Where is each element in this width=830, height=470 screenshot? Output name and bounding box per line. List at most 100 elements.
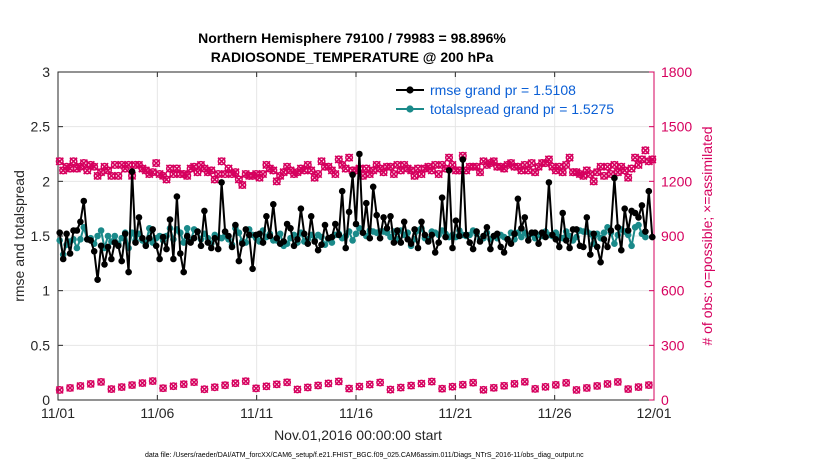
obs-low-possible-point — [221, 381, 230, 390]
obs-low-possible-point — [55, 386, 64, 394]
rmse-data-point — [321, 221, 329, 229]
obs-low-possible-point — [489, 383, 498, 392]
rmse-data-point — [438, 194, 446, 201]
y-right-tick-label: 1800 — [661, 64, 692, 80]
obs-low-possible-point — [148, 377, 157, 385]
rmse-data-point — [407, 240, 415, 247]
obs-low-assimilated-point — [448, 382, 457, 391]
obs-possible-point — [627, 164, 636, 173]
rmse-data-point — [449, 244, 456, 252]
obs-assimilated-point — [331, 169, 340, 179]
obs-low-assimilated-point — [417, 379, 426, 388]
y-tick-label: 0 — [42, 392, 50, 408]
rmse-data-point — [542, 233, 549, 241]
y-right-tick-label: 900 — [661, 228, 685, 244]
obs-possible-point — [417, 169, 426, 179]
obs-low-assimilated-point — [376, 378, 385, 387]
obs-possible-point — [90, 162, 99, 171]
obs-low-possible-point — [582, 384, 591, 392]
obs-low-possible-point — [510, 379, 519, 388]
obs-assimilated-point — [630, 153, 640, 162]
rmse-data-point — [66, 250, 74, 257]
obs-possible-point — [641, 146, 650, 155]
totalspread-data-point — [94, 232, 101, 240]
obs-possible-point — [489, 157, 498, 166]
obs-assimilated-point — [193, 168, 202, 177]
rmse-data-point — [142, 242, 150, 250]
rmse-data-point — [356, 150, 363, 158]
obs-low-possible-point — [345, 384, 354, 393]
obs-low-possible-point — [438, 384, 447, 393]
obs-low-assimilated-point — [386, 385, 395, 394]
obs-assimilated-point — [561, 160, 571, 170]
obs-possible-point — [334, 155, 343, 164]
obs-assimilated-point — [589, 177, 598, 186]
obs-low-possible-point — [262, 382, 271, 391]
obs-low-possible-point — [541, 382, 550, 391]
rmse-data-point — [580, 243, 587, 251]
axes-ticks: 11/01 11/06 11/11 11/16 11/21 11/26 12/0100.51… — [31, 64, 693, 421]
rmse-data-point — [187, 239, 194, 246]
obs-low-possible-point — [551, 380, 560, 389]
totalspread-data-point — [180, 239, 187, 246]
obs-low-possible-point — [479, 385, 488, 394]
obs-assimilated-point — [648, 155, 657, 164]
rmse-data-point — [132, 239, 139, 246]
obs-possible-point — [379, 168, 388, 177]
rmse-data-point — [115, 242, 122, 250]
rmse-data-point — [225, 232, 232, 240]
x-tick-label: 11/21 — [438, 405, 472, 421]
rmse-data-point — [573, 226, 580, 233]
obs-possible-point — [103, 166, 113, 175]
rmse-data-point — [376, 234, 384, 242]
obs-low-assimilated-point — [365, 380, 374, 389]
obs-low-possible-point — [272, 380, 281, 389]
obs-low-assimilated-point — [500, 381, 509, 390]
rmse-data-point — [366, 234, 374, 242]
obs-possible-point — [258, 169, 268, 179]
obs-low-possible-point — [314, 381, 323, 390]
obs-possible-point — [272, 177, 281, 186]
obs-possible-point — [231, 168, 240, 177]
rmse-data-point — [514, 195, 522, 203]
rmse-data-point — [159, 233, 167, 241]
rmse-data-point — [204, 239, 212, 246]
obs-assimilated-point — [475, 168, 485, 177]
rmse-data-point — [387, 213, 394, 220]
rmse-data-point — [104, 243, 112, 251]
rmse-data-point — [259, 239, 267, 246]
rmse-data-point — [256, 230, 263, 238]
obs-possible-point — [558, 168, 567, 177]
rmse-data-point — [611, 174, 618, 182]
obs-assimilated-point — [610, 160, 619, 170]
obs-possible-point — [303, 160, 312, 169]
rmse-data-point — [80, 197, 88, 205]
rmse-data-point — [228, 243, 236, 251]
totalspread-data-point — [349, 237, 356, 244]
rmse-data-point — [139, 234, 146, 242]
chart-title: Northern Hemisphere 79100 / 79983 = 98.8… — [198, 30, 506, 46]
rmse-data-point — [452, 217, 460, 224]
rmse-data-point — [94, 276, 101, 284]
rmse-data-point — [239, 240, 246, 247]
rmse-data-point — [425, 238, 432, 245]
obs-assimilated-point — [55, 157, 64, 166]
rmse-data-point — [335, 231, 343, 239]
obs-possible-point — [434, 169, 443, 179]
obs-assimilated-point — [527, 158, 536, 168]
obs-low-assimilated-point — [138, 379, 147, 387]
rmse-data-point — [521, 214, 529, 221]
obs-low-possible-point — [593, 382, 602, 390]
rmse-data-point — [531, 229, 539, 236]
obs-low-assimilated-point — [66, 384, 74, 392]
y-tick-label: 2.5 — [31, 119, 51, 135]
obs-low-possible-point — [159, 384, 168, 393]
obs-assimilated-point — [558, 168, 567, 177]
obs-low-possible-point — [117, 383, 126, 392]
legend-marker-rmse — [406, 86, 414, 94]
obs-low-possible-point — [417, 379, 426, 388]
rmse-data-point — [73, 227, 81, 234]
rmse-data-point — [87, 237, 94, 244]
obs-assimilated-point — [344, 153, 354, 162]
